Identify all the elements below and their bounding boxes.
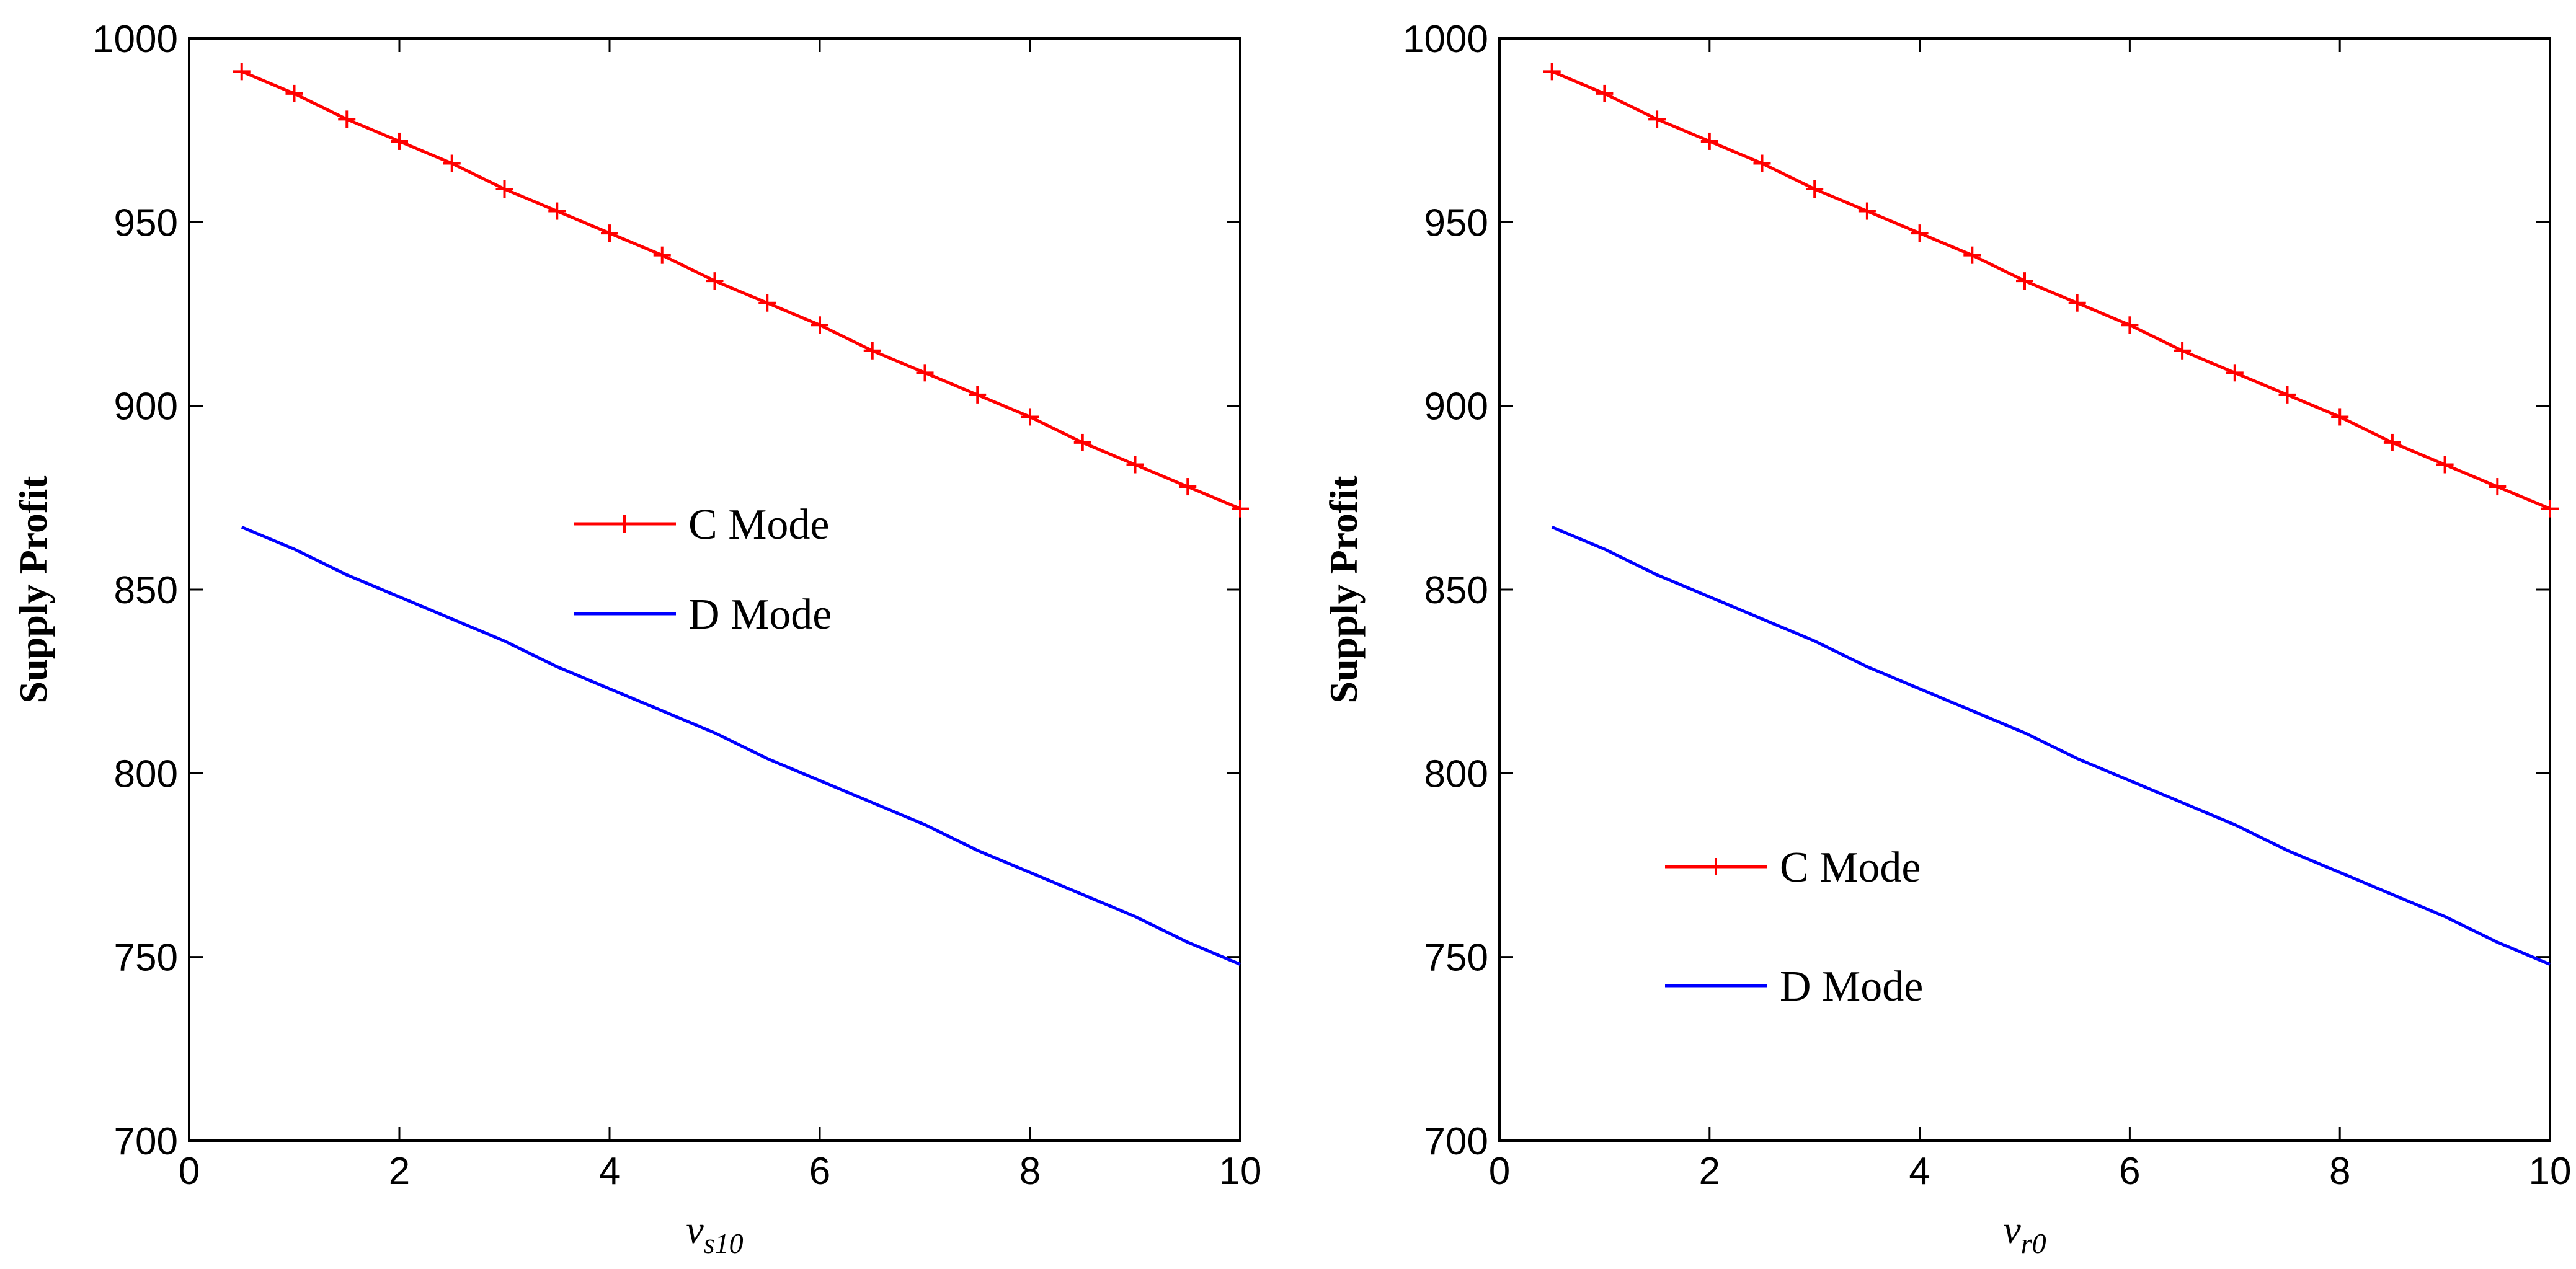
- y-tick-label: 900: [1424, 386, 1488, 428]
- series-1-point: [653, 246, 671, 264]
- x-tick-label: 10: [1219, 1150, 1262, 1193]
- x-axis-label-subscript: s10: [704, 1227, 744, 1259]
- series-1-point: [285, 84, 303, 102]
- y-tick-label: 950: [114, 201, 178, 244]
- x-tick-label: 0: [179, 1150, 200, 1193]
- legend-label: D Mode: [688, 591, 832, 639]
- x-tick-label: 10: [2529, 1150, 2572, 1193]
- legend-entry-2: D Mode: [574, 591, 832, 639]
- series-1-point: [1911, 224, 1929, 242]
- legend: C Mode D Mode: [1665, 844, 1923, 1010]
- x-tick-label: 6: [2119, 1150, 2140, 1193]
- y-tick-label: 800: [1424, 753, 1488, 795]
- y-tick-label: 700: [1424, 1120, 1488, 1163]
- series-1-point: [338, 110, 356, 128]
- y-tick-label: 850: [114, 569, 178, 612]
- axes-frame: [1498, 37, 2551, 1142]
- series-1-point: [2174, 342, 2192, 360]
- series-1-point: [811, 316, 828, 334]
- series-1-point: [2331, 408, 2349, 426]
- series-1-point: [1596, 84, 1614, 102]
- series-1-point: [233, 63, 251, 81]
- series-1-point: [1232, 500, 1249, 518]
- series-1-point: [601, 224, 618, 242]
- legend-entry-2: D Mode: [1665, 963, 1923, 1010]
- legend: C Mode D Mode: [574, 501, 832, 639]
- series-1-point: [548, 202, 566, 220]
- series-1-point: [2383, 433, 2401, 451]
- x-axis-label-main: v: [2003, 1208, 2021, 1252]
- legend-entry-1: C Mode: [1665, 844, 1921, 891]
- legend-entry-1: C Mode: [574, 501, 830, 549]
- legend-label: C Mode: [688, 501, 830, 549]
- series-line-1: [241, 70, 1241, 510]
- series-line-1: [1551, 70, 2551, 510]
- series-1-point: [2541, 500, 2559, 518]
- series-1-point: [495, 180, 513, 198]
- series-1-point: [1753, 154, 1771, 172]
- y-tick-label: 700: [114, 1120, 178, 1163]
- series-1-point: [2489, 478, 2507, 496]
- y-tick-label: 800: [114, 753, 178, 795]
- series-1-point: [1179, 478, 1197, 496]
- series-1-point: [1858, 202, 1876, 220]
- x-tick-label: 2: [389, 1150, 410, 1193]
- series-1-point: [2278, 386, 2296, 404]
- series-1-point: [969, 386, 987, 404]
- y-tick-label: 750: [114, 937, 178, 979]
- y-axis-label: Supply Profit: [11, 475, 55, 704]
- series-1-point: [916, 364, 934, 382]
- legend-label: C Mode: [1780, 844, 1921, 891]
- series-1-point: [1963, 246, 1981, 264]
- series-1-point: [2068, 294, 2086, 312]
- x-tick-label: 4: [599, 1150, 620, 1193]
- y-tick-label: 900: [114, 386, 178, 428]
- series-1-point: [2016, 272, 2033, 290]
- x-tick-label: 0: [1489, 1150, 1510, 1193]
- series-1-point: [1073, 433, 1091, 451]
- series-1-point: [2121, 316, 2139, 334]
- series-1-point: [706, 272, 724, 290]
- series-1-point: [391, 132, 408, 150]
- y-axis-label: Supply Profit: [1321, 475, 1366, 704]
- x-tick-label: 4: [1909, 1150, 1930, 1193]
- chart-panel-2: 0 2 4 6 8 10 700 750 800 850 900 950 1000 Supply Prof…: [1321, 18, 2571, 1259]
- series-line-2: [1551, 525, 2551, 966]
- y-tick-label: 750: [1424, 937, 1488, 979]
- series-1-point: [863, 342, 881, 360]
- legend-label: D Mode: [1780, 963, 1923, 1010]
- x-axis-label: vr0: [2003, 1208, 2046, 1259]
- series-1-point: [1126, 456, 1144, 474]
- x-tick-label: 2: [1699, 1150, 1720, 1193]
- chart-panel-1: 0 2 4 6 8 10 700 750 800 850 900 950 1000 Supply Prof…: [11, 18, 1261, 1259]
- series-1-point: [443, 154, 461, 172]
- series-1-point: [2436, 456, 2454, 474]
- x-axis-label: vs10: [686, 1208, 743, 1259]
- series-1-point: [1700, 132, 1718, 150]
- series-1-point: [1806, 180, 1824, 198]
- x-tick-label: 8: [2329, 1150, 2350, 1193]
- y-tick-label: 850: [1424, 569, 1488, 612]
- axes-frame: [188, 37, 1241, 1142]
- series-1-point: [1543, 63, 1561, 81]
- y-tick-label: 1000: [1403, 18, 1488, 61]
- x-tick-label: 8: [1019, 1150, 1041, 1193]
- series-1-point: [1648, 110, 1666, 128]
- series-line-2: [241, 525, 1241, 966]
- x-axis-label-subscript: r0: [2021, 1227, 2046, 1259]
- y-tick-label: 950: [1424, 201, 1488, 244]
- series-1-point: [758, 294, 776, 312]
- y-tick-label: 1000: [92, 18, 178, 61]
- series-1-point: [2226, 364, 2244, 382]
- x-tick-label: 6: [809, 1150, 830, 1193]
- series-1-point: [1021, 408, 1039, 426]
- x-axis-label-main: v: [686, 1208, 704, 1252]
